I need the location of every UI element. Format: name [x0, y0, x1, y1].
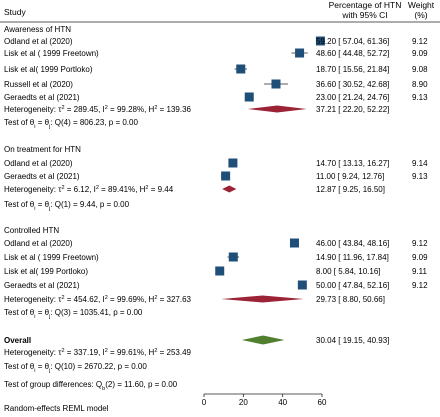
subgroup-title: On treatment for HTN [4, 145, 81, 154]
overall-title: Overall [4, 336, 31, 345]
homogeneity-test-text: Test of θi = θj: Q(1) = 9.44, p = 0.00 [4, 200, 130, 212]
homogeneity-test-text: Test of θi = θj: Q(3) = 1035.41, p = 0.0… [4, 308, 143, 320]
subgroup-title: Controlled HTN [4, 226, 59, 235]
effect-box [289, 238, 299, 248]
effect-ci-text: 48.60 [ 44.48, 52.72] [316, 49, 389, 58]
effect-box [271, 79, 281, 89]
study-label: Odland et al (2020) [4, 37, 73, 46]
study-label: Lisk et al( 199 Portloko) [4, 267, 88, 276]
x-tick-label: 0 [202, 398, 207, 407]
subgroup-pooled-ci-text: 37.21 [ 22.20, 52.22] [316, 105, 389, 114]
effect-box [228, 158, 238, 168]
heterogeneity-text: Heterogeneity: τ2 = 6.12, I2 = 89.41%, H… [4, 185, 174, 194]
weight-text: 9.12 [412, 37, 428, 46]
homogeneity-test-text: Test of θi = θj: Q(10) = 2670.22, p = 0.… [4, 362, 147, 374]
study-label: Lisk et al ( 1999 Freetown) [4, 253, 99, 262]
subgroup-pooled-diamond [221, 295, 304, 303]
study-label: Lisk et al ( 1999 Freetown) [4, 49, 99, 58]
weight-text: 9.13 [412, 172, 428, 181]
weight-text: 9.14 [412, 159, 428, 168]
weight-text: 9.09 [412, 49, 428, 58]
effect-ci-text: 59.20 [ 57.04, 61.36] [316, 37, 389, 46]
weight-text: 9.12 [412, 239, 428, 248]
x-tick-label: 40 [278, 398, 287, 407]
effect-box [228, 252, 238, 262]
study-label: Odland et al (2020) [4, 159, 73, 168]
study-label: Geraedts et al (2021) [4, 281, 80, 290]
effect-box [221, 171, 231, 181]
effect-box [244, 92, 254, 102]
subgroup-title: Awareness of HTN [4, 25, 71, 34]
heterogeneity-text: Heterogeneity: τ2 = 337.19, I2 = 99.61%,… [4, 348, 192, 357]
effect-ci-text: 46.00 [ 43.84, 48.16] [316, 239, 389, 248]
x-tick-label: 60 [318, 398, 327, 407]
study-label: Geraedts et al (2021) [4, 172, 80, 181]
effect-ci-text: 14.90 [ 11.96, 17.84] [316, 253, 389, 262]
homogeneity-test-text: Test of θi = θj: Q(4) = 806.23, p = 0.00 [4, 118, 138, 130]
heterogeneity-text: Heterogeneity: τ2 = 289.45, I2 = 99.28%,… [4, 105, 192, 114]
effect-ci-text: 36.60 [ 30.52, 42.68] [316, 80, 389, 89]
effect-ci-text: 50.00 [ 47.84, 52.16] [316, 281, 389, 290]
weight-text: 9.13 [412, 93, 428, 102]
effect-ci-text: 11.00 [ 9.24, 12.76] [316, 172, 384, 181]
effect-ci-text: 23.00 [ 21.24, 24.76] [316, 93, 389, 102]
heterogeneity-text: Heterogeneity: τ2 = 454.62, I2 = 99.69%,… [4, 295, 192, 304]
footnote: Random-effects REML model [4, 404, 109, 413]
header-study: Study [4, 7, 26, 17]
weight-text: 9.12 [412, 281, 428, 290]
header-weight-line1: Weight [408, 0, 435, 10]
effect-box [297, 280, 307, 290]
effect-box [295, 48, 305, 58]
study-label: Russell et al (2020) [4, 80, 73, 89]
x-tick-label: 20 [239, 398, 248, 407]
header-weight-line2: (%) [414, 10, 427, 20]
overall-pooled-diamond [241, 335, 285, 345]
subgroup-pooled-diamond [247, 105, 307, 113]
forest-rows: Awareness of HTN Odland et al (2020) 59.20… [4, 25, 428, 392]
x-axis: 0 20 40 60 [202, 393, 327, 407]
subgroup-pooled-ci-text: 29.73 [ 8.80, 50.66] [316, 295, 385, 304]
header-effect-line1: Percentage of HTN [329, 0, 402, 10]
header-effect-line2: with 95% CI [341, 10, 387, 20]
group-differences-test-text: Test of group differences: Qb(2) = 11.60… [4, 380, 178, 392]
subgroup-pooled-ci-text: 12.87 [ 9.25, 16.50] [316, 185, 385, 194]
effect-ci-text: 14.70 [ 13.13, 16.27] [316, 159, 389, 168]
weight-text: 9.11 [412, 267, 428, 276]
weight-text: 9.09 [412, 253, 428, 262]
subgroup-pooled-diamond [222, 185, 237, 193]
study-label: Lisk et al( 1999 Portloko) [4, 65, 93, 74]
overall-pooled-ci-text: 30.04 [ 19.15, 40.93] [316, 336, 389, 345]
weight-text: 9.08 [412, 65, 428, 74]
study-label: Odland et al (2020) [4, 239, 73, 248]
effect-ci-text: 18.70 [ 15.56, 21.84] [316, 65, 389, 74]
effect-box [215, 266, 225, 276]
effect-box [315, 36, 325, 46]
study-label: Geraedts et al (2021) [4, 93, 80, 102]
weight-text: 8.90 [412, 80, 428, 89]
effect-box [236, 64, 246, 74]
effect-ci-text: 8.00 [ 5.84, 10.16] [316, 267, 381, 276]
